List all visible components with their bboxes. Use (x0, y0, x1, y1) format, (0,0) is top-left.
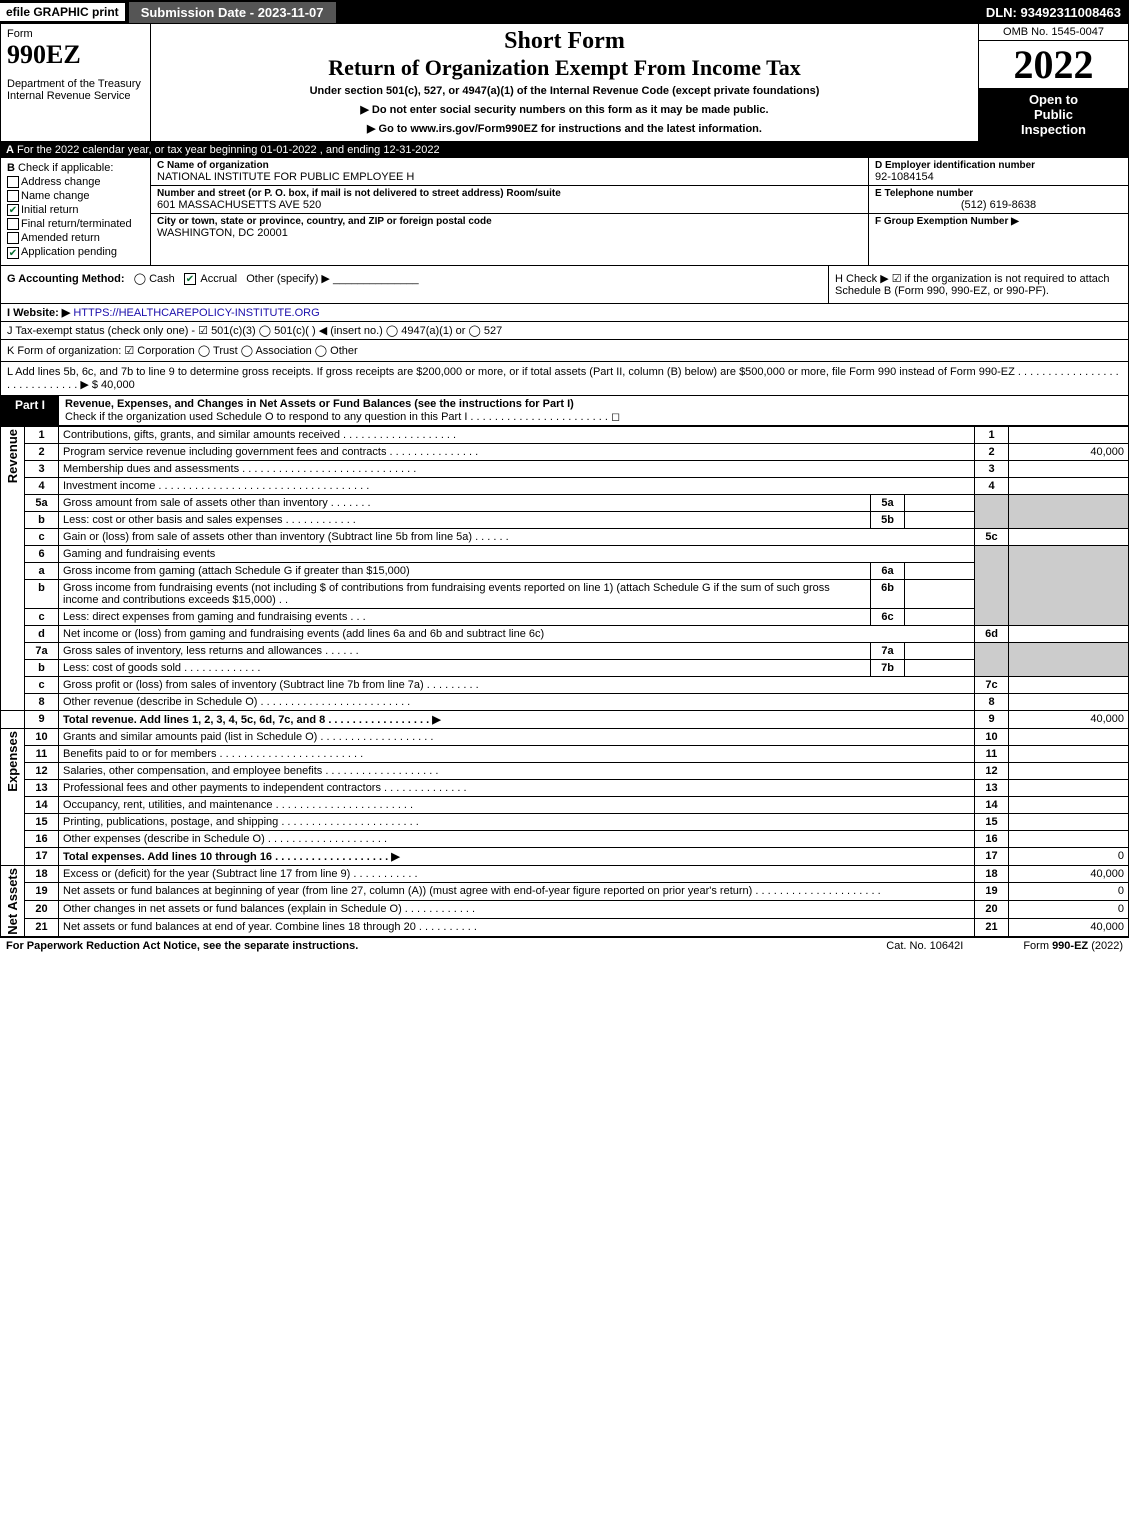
col-d: D Employer identification number 92-1084… (868, 158, 1128, 265)
dept: Department of the Treasury Internal Reve… (7, 78, 144, 102)
row-k: K Form of organization: ☑ Corporation ◯ … (0, 340, 1129, 362)
header-right: OMB No. 1545-0047 2022 Open to Public In… (978, 24, 1128, 141)
insp1: Open to (981, 92, 1126, 107)
a-label: A (6, 144, 14, 156)
do-not-ssn: ▶ Do not enter social security numbers o… (159, 103, 970, 116)
lines-table: Revenue 1Contributions, gifts, grants, a… (0, 426, 1129, 938)
short-form: Short Form (159, 28, 970, 55)
side-expenses: Expenses (5, 731, 20, 792)
opt-address-change[interactable]: Address change (7, 176, 144, 188)
group-cell: F Group Exemption Number ▶ (869, 214, 1128, 229)
g-cash: Cash (149, 273, 175, 285)
ein: 92-1084154 (875, 171, 1122, 183)
efile-link[interactable]: efile GRAPHIC print (0, 3, 125, 21)
i-label: I Website: ▶ (7, 307, 70, 319)
row-j: J Tax-exempt status (check only one) - ☑… (0, 322, 1129, 340)
form-number: 990EZ (7, 40, 144, 70)
row-i: I Website: ▶ HTTPS://HEALTHCAREPOLICY-IN… (0, 304, 1129, 322)
opt-pending[interactable]: Application pending (7, 246, 144, 258)
a-text: For the 2022 calendar year, or tax year … (17, 144, 440, 156)
addr: 601 MASSACHUSETTS AVE 520 (157, 199, 862, 211)
under-section: Under section 501(c), 527, or 4947(a)(1)… (159, 85, 970, 97)
opt-name-change[interactable]: Name change (7, 190, 144, 202)
side-net-assets: Net Assets (5, 868, 20, 935)
f-label: F Group Exemption Number ▶ (875, 216, 1122, 227)
tax-year: 2022 (979, 41, 1128, 88)
foot-cat: Cat. No. 10642I (886, 940, 963, 952)
foot-right: Form 990-EZ (2022) (1023, 940, 1123, 952)
form-label: Form (7, 28, 144, 40)
row-h: H Check ▶ ☑ if the organization is not r… (828, 266, 1128, 303)
header-left: Form 990EZ Department of the Treasury In… (1, 24, 151, 141)
goto-text: ▶ Go to www.irs.gov/Form990EZ for instru… (367, 123, 762, 135)
row-g: G Accounting Method: ◯ Cash Accrual Othe… (1, 266, 828, 303)
opt-amended[interactable]: Amended return (7, 232, 144, 244)
city-cell: City or town, state or province, country… (151, 214, 868, 241)
c-label: C Name of organization (157, 160, 862, 171)
part1-title: Revenue, Expenses, and Changes in Net As… (59, 396, 1128, 425)
side-revenue: Revenue (5, 429, 20, 483)
omb: OMB No. 1545-0047 (979, 24, 1128, 41)
ein-cell: D Employer identification number 92-1084… (869, 158, 1128, 186)
part1-header: Part I Revenue, Expenses, and Changes in… (0, 396, 1129, 426)
foot-left: For Paperwork Reduction Act Notice, see … (6, 940, 358, 952)
opt-initial-return[interactable]: Initial return (7, 204, 144, 216)
header: Form 990EZ Department of the Treasury In… (0, 24, 1129, 142)
city: WASHINGTON, DC 20001 (157, 227, 862, 239)
col-c: C Name of organization NATIONAL INSTITUT… (151, 158, 868, 265)
b-sub: Check if applicable: (18, 162, 113, 174)
website-link[interactable]: HTTPS://HEALTHCAREPOLICY-INSTITUTE.ORG (73, 307, 319, 319)
g-accrual: Accrual (200, 273, 237, 285)
g-label: G Accounting Method: (7, 273, 125, 285)
org-name-cell: C Name of organization NATIONAL INSTITUT… (151, 158, 868, 186)
row-a: A For the 2022 calendar year, or tax yea… (0, 142, 1129, 158)
e-label: E Telephone number (875, 188, 1122, 199)
return-title: Return of Organization Exempt From Incom… (159, 55, 970, 81)
row-gh: G Accounting Method: ◯ Cash Accrual Othe… (0, 266, 1129, 304)
part1-tab: Part I (1, 396, 59, 425)
col-b: B Check if applicable: Address change Na… (1, 158, 151, 265)
block-bcdef: B Check if applicable: Address change Na… (0, 158, 1129, 266)
d-label: D Employer identification number (875, 160, 1122, 171)
submission-date: Submission Date - 2023-11-07 (129, 2, 336, 23)
footer: For Paperwork Reduction Act Notice, see … (0, 937, 1129, 954)
org-name: NATIONAL INSTITUTE FOR PUBLIC EMPLOYEE H (157, 171, 862, 183)
g-other: Other (specify) ▶ (246, 273, 330, 285)
topbar: efile GRAPHIC print Submission Date - 20… (0, 0, 1129, 24)
insp3: Inspection (981, 122, 1126, 137)
header-center: Short Form Return of Organization Exempt… (151, 24, 978, 141)
phone: (512) 619-8638 (875, 199, 1122, 211)
addr-cell: Number and street (or P. O. box, if mail… (151, 186, 868, 214)
b-label: B (7, 162, 15, 174)
row-l: L Add lines 5b, 6c, and 7b to line 9 to … (0, 362, 1129, 396)
goto-link[interactable]: ▶ Go to www.irs.gov/Form990EZ for instru… (159, 122, 970, 135)
opt-final-return[interactable]: Final return/terminated (7, 218, 144, 230)
open-inspection: Open to Public Inspection (979, 88, 1128, 141)
part1-sub: Check if the organization used Schedule … (65, 411, 620, 423)
phone-cell: E Telephone number (512) 619-8638 (869, 186, 1128, 214)
insp2: Public (981, 107, 1126, 122)
addr-label: Number and street (or P. O. box, if mail… (157, 188, 862, 199)
dln: DLN: 93492311008463 (986, 5, 1129, 20)
ln-1: 1 (25, 426, 59, 443)
city-label: City or town, state or province, country… (157, 216, 862, 227)
